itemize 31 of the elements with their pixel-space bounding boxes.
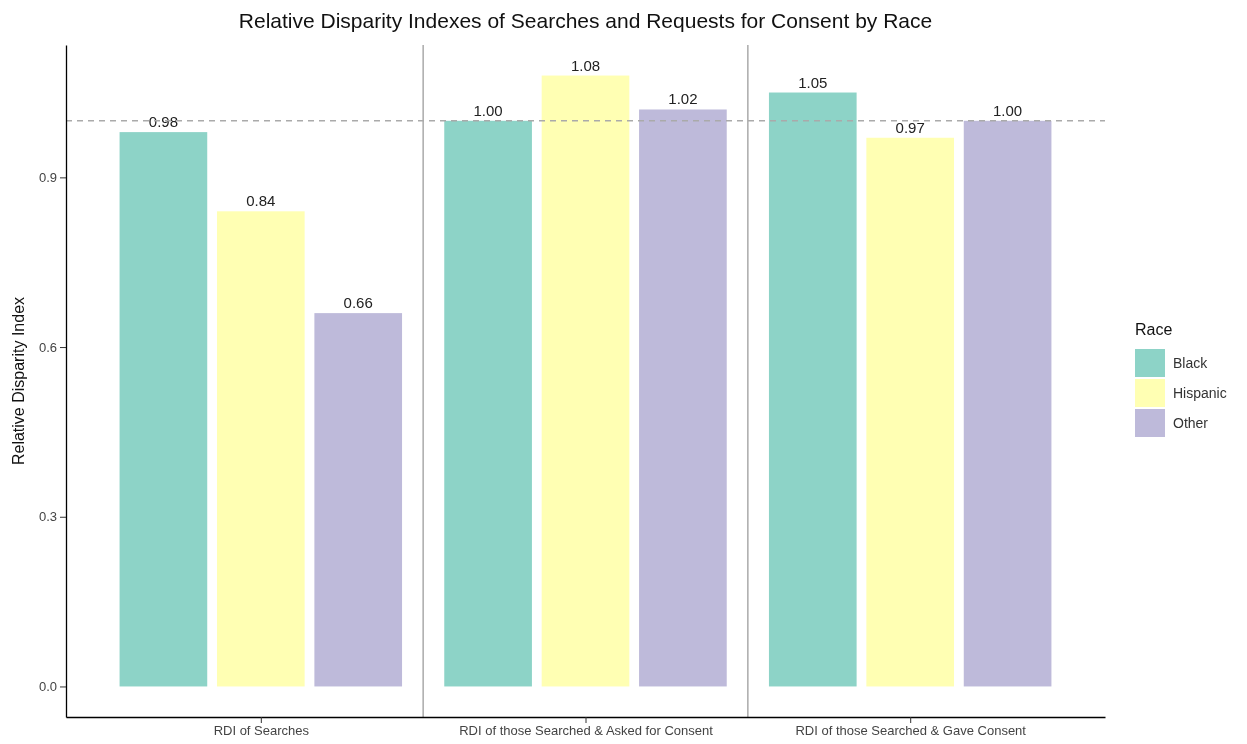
data-label: 1.00 [992,101,1023,119]
x-tick-label: RDI of those Searched & Gave Consent [795,723,1027,739]
x-tick-label: RDI of those Searched & Asked for Consent [459,723,714,739]
data-label: 0.97 [895,118,925,136]
x-tick-label: RDI of Searches [213,723,310,739]
bar [768,92,857,687]
legend-label: Hispanic [1173,385,1227,401]
chart-title: Relative Disparity Indexes of Searches and Requests for Consent by Race [238,9,933,32]
data-label: 0.98 [148,113,179,131]
bar [119,132,208,687]
y-tick-label: 0.9 [38,170,57,186]
bar [216,211,305,687]
y-axis-title: Relative Disparity Index [10,296,27,466]
bar [963,120,1052,687]
data-label: 1.05 [798,73,828,91]
bar [866,137,955,687]
y-tick-label: 0.6 [38,339,57,355]
y-tick-label: 0.0 [38,679,57,695]
legend-title: Race [1135,321,1173,338]
bar [314,313,403,687]
data-label: 1.08 [570,56,601,74]
bar [444,120,532,687]
data-label: 0.84 [246,192,276,210]
data-label: 1.00 [473,101,503,119]
bar [541,75,630,687]
y-tick-label: 0.3 [38,509,57,525]
bar [639,109,727,687]
legend-label: Black [1173,355,1209,371]
data-label: 0.66 [343,294,373,312]
data-label: 1.02 [668,90,698,108]
legend-label: Other [1173,415,1209,431]
